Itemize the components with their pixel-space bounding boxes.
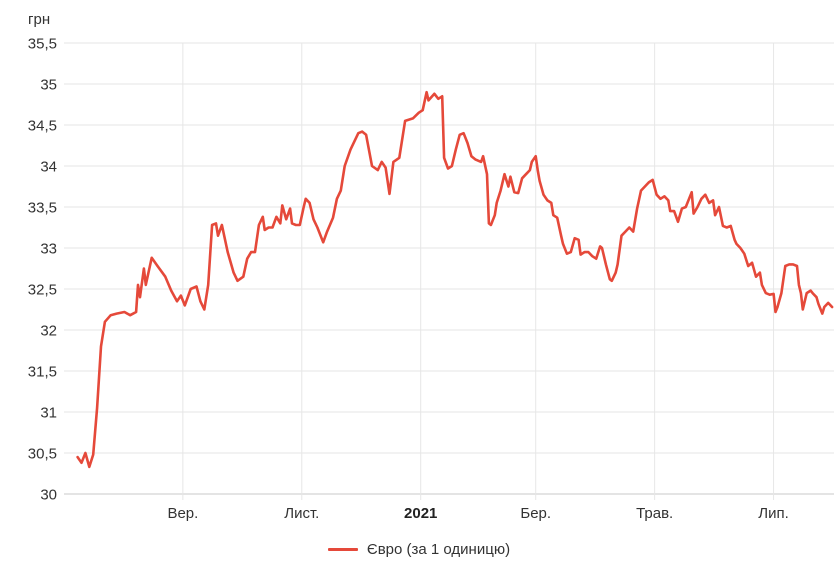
legend-series-label: Євро (за 1 одиницю) (366, 541, 511, 558)
y-tick-label-3: 34 (40, 158, 57, 175)
chart-legend[interactable]: Євро (за 1 одиницю) (0, 541, 838, 558)
y-tick-label-6: 32,5 (28, 281, 57, 298)
y-tick-label-0: 35,5 (28, 35, 57, 52)
y-tick-label-10: 30,5 (28, 445, 57, 462)
y-tick-label-1: 35 (40, 76, 57, 93)
y-tick-label-4: 33,5 (28, 199, 57, 216)
y-tick-label-7: 32 (40, 322, 57, 339)
chart-canvas[interactable]: 35,5 35 34,5 34 33,5 33 32,5 32 31,5 31 30,5 30 Вер.… (0, 0, 838, 538)
x-tick-label-4: Трав. (636, 505, 673, 522)
y-tick-label-9: 31 (40, 404, 57, 421)
y-tick-label-5: 33 (40, 240, 57, 257)
x-tick-label-3: Бер. (520, 505, 551, 522)
y-axis-unit-label: грн (28, 11, 51, 28)
legend-line-swatch (327, 548, 358, 551)
x-tick-label-0: Вер. (167, 505, 198, 522)
x-tick-label-5: Лип. (758, 505, 789, 522)
series-line-0[interactable] (76, 90, 834, 469)
y-tick-label-2: 34,5 (28, 117, 57, 134)
x-tick-label-1: Лист. (284, 505, 319, 522)
y-tick-label-11: 30 (40, 486, 57, 503)
x-tick-label-2: 2021 (404, 505, 437, 522)
y-tick-label-8: 31,5 (28, 363, 57, 380)
